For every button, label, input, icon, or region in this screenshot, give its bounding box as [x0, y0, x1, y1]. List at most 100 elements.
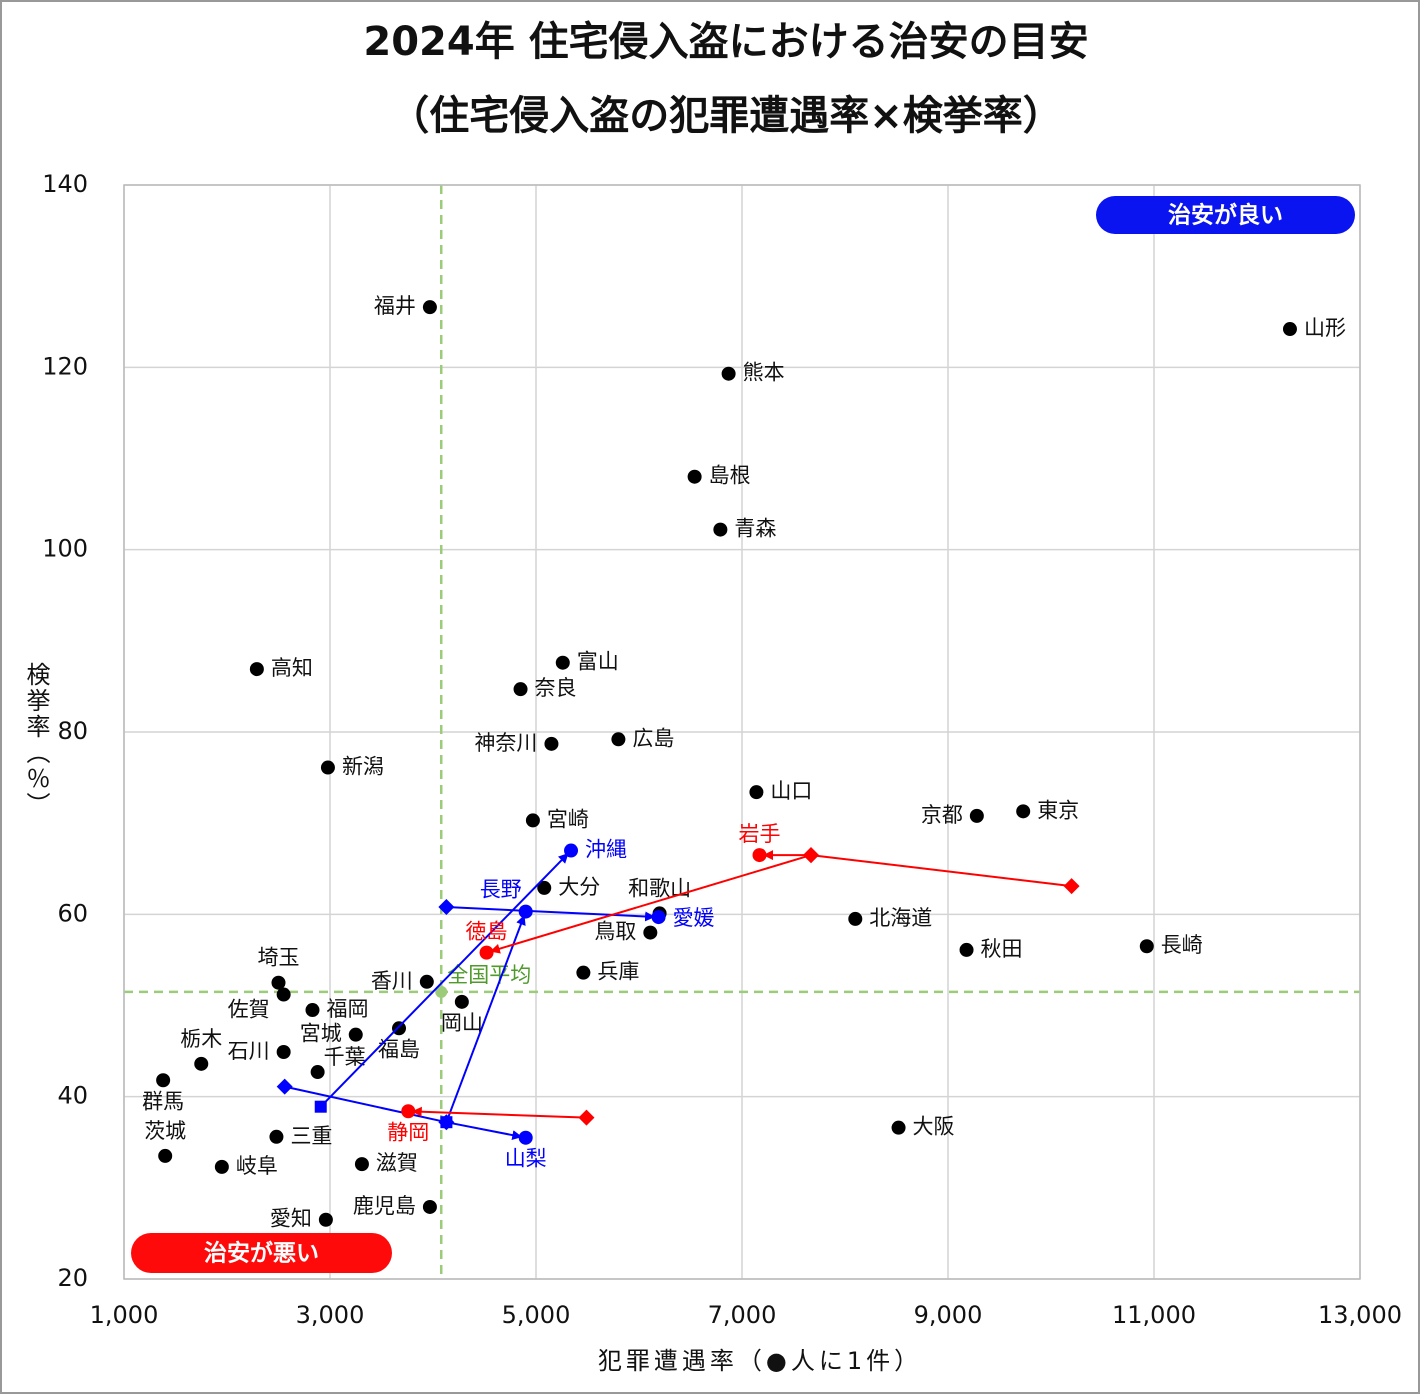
point-label: 青森: [734, 517, 776, 541]
y-tick-label: 20: [57, 1264, 88, 1292]
point-label: 神奈川: [474, 731, 537, 755]
chart-subtitle: （住宅侵入盗の犯罪遭遇率×検挙率）: [389, 93, 1063, 139]
point-label: 埼玉: [258, 946, 300, 970]
trajectory-line: [486, 854, 812, 954]
x-tick-label: 7,000: [708, 1301, 777, 1329]
data-point: [576, 965, 591, 980]
data-point: [320, 760, 335, 775]
trajectory-point: [479, 945, 494, 960]
data-point: [1139, 939, 1154, 954]
trajectory-label: 山梨: [505, 1147, 547, 1171]
data-point: [1282, 322, 1297, 337]
data-point: [969, 808, 984, 823]
x-tick-label: 11,000: [1112, 1301, 1196, 1329]
trajectory-point: [518, 1130, 533, 1145]
point-label: 新潟: [342, 755, 384, 779]
trajectory-label: 沖縄: [585, 838, 627, 862]
point-label: 香川: [371, 969, 413, 993]
data-point: [392, 1021, 407, 1036]
annotation-box: [131, 1233, 392, 1273]
trajectory-point: [651, 910, 666, 925]
y-tick-label: 60: [57, 899, 88, 927]
point-label: 長崎: [1161, 933, 1203, 957]
data-point: [454, 994, 469, 1009]
x-tick-label: 3,000: [296, 1301, 365, 1329]
x-tick-label: 9,000: [914, 1301, 983, 1329]
point-label: 石川: [228, 1039, 270, 1063]
average-point: [435, 985, 448, 998]
data-point: [419, 974, 434, 989]
point-label: 福井: [374, 294, 416, 318]
point-label: 兵庫: [597, 960, 639, 984]
y-tick-label: 100: [42, 535, 88, 563]
data-point: [687, 469, 702, 484]
data-point: [1016, 804, 1031, 819]
trajectory-point: [276, 1078, 293, 1095]
data-point: [721, 366, 736, 381]
trajectory-point: [1063, 878, 1080, 895]
data-point: [713, 522, 728, 537]
trajectory-label: 静岡: [387, 1120, 429, 1144]
y-tick-label: 120: [42, 352, 88, 380]
data-point: [269, 1129, 284, 1144]
trajectory-line: [320, 849, 572, 1108]
data-point: [348, 1027, 363, 1042]
point-label: 茨城: [144, 1119, 186, 1143]
point-label: 福岡: [326, 997, 368, 1021]
x-tick-label: 1,000: [90, 1301, 159, 1329]
point-label: 栃木: [180, 1027, 222, 1051]
data-point: [959, 942, 974, 957]
point-label: 大分: [558, 875, 600, 899]
point-label: 岐阜: [236, 1154, 278, 1178]
data-point: [891, 1120, 906, 1135]
data-point: [249, 662, 264, 677]
data-point: [555, 655, 570, 670]
data-point: [749, 785, 764, 800]
point-label: 北海道: [869, 906, 932, 930]
chart-title: 2024年 住宅侵入盗における治安の目安: [363, 19, 1088, 65]
trajectory-label: 徳島: [466, 920, 508, 944]
y-axis-label: 検挙率（％）: [22, 662, 50, 818]
point-label: 秋田: [981, 937, 1023, 961]
point-label: 東京: [1037, 798, 1079, 822]
annotation-text: 治安が悪い: [204, 1240, 319, 1267]
point-label: 京都: [921, 803, 963, 827]
data-point: [354, 1157, 369, 1172]
data-point: [156, 1073, 171, 1088]
point-label: 熊本: [743, 361, 785, 385]
data-point: [318, 1212, 333, 1227]
y-tick-label: 140: [42, 170, 88, 198]
point-label: 宮城: [300, 1022, 342, 1046]
point-label: 岡山: [441, 1011, 483, 1035]
data-point: [305, 1003, 320, 1018]
point-label: 和歌山: [628, 876, 691, 900]
trajectory-point: [314, 1100, 327, 1113]
point-label: 広島: [632, 726, 674, 750]
trajectory-point: [803, 847, 820, 864]
data-point: [544, 736, 559, 751]
point-label: 奈良: [535, 676, 577, 700]
trajectory-point: [578, 1109, 595, 1126]
data-point: [643, 925, 658, 940]
annotation-text: 治安が良い: [1168, 202, 1283, 229]
trajectory-label: 愛媛: [673, 906, 715, 930]
point-label: 山形: [1304, 316, 1346, 340]
point-label: 群馬: [142, 1089, 184, 1113]
point-label: 佐賀: [228, 998, 270, 1022]
x-tick-label: 13,000: [1318, 1301, 1402, 1329]
data-point: [194, 1056, 209, 1071]
x-axis-label: 犯罪遭遇率（●人に1件）: [598, 1347, 922, 1375]
data-point: [525, 813, 540, 828]
point-label: 富山: [577, 650, 619, 674]
data-point: [422, 300, 437, 315]
data-point: [276, 1044, 291, 1059]
point-label: 高知: [271, 656, 313, 680]
data-point: [310, 1065, 325, 1080]
data-point: [214, 1159, 229, 1174]
point-label: 三重: [290, 1124, 332, 1148]
point-label: 鹿児島: [353, 1194, 416, 1218]
trajectory-point: [752, 848, 767, 863]
point-label: 滋賀: [376, 1151, 418, 1175]
data-point: [271, 975, 286, 990]
